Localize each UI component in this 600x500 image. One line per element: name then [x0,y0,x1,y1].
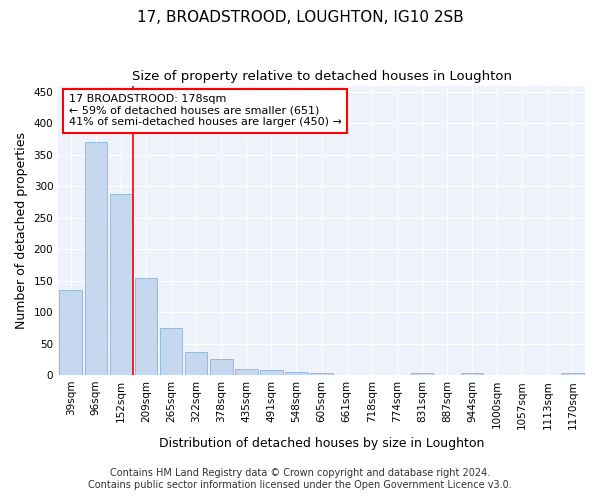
Bar [160,328,182,375]
Y-axis label: Number of detached properties: Number of detached properties [15,132,28,329]
X-axis label: Distribution of detached houses by size in Loughton: Distribution of detached houses by size … [159,437,484,450]
Bar [110,194,132,375]
Bar [410,373,433,375]
Bar [285,372,308,375]
Title: Size of property relative to detached houses in Loughton: Size of property relative to detached ho… [131,70,512,83]
Bar [59,290,82,375]
Bar [260,370,283,375]
Bar [461,373,484,375]
Text: 17 BROADSTROOD: 178sqm
← 59% of detached houses are smaller (651)
41% of semi-de: 17 BROADSTROOD: 178sqm ← 59% of detached… [69,94,341,128]
Text: Contains HM Land Registry data © Crown copyright and database right 2024.
Contai: Contains HM Land Registry data © Crown c… [88,468,512,490]
Bar [134,278,157,375]
Bar [561,373,584,375]
Bar [235,369,257,375]
Text: 17, BROADSTROOD, LOUGHTON, IG10 2SB: 17, BROADSTROOD, LOUGHTON, IG10 2SB [137,10,463,25]
Bar [85,142,107,375]
Bar [210,360,233,375]
Bar [310,372,333,375]
Bar [185,352,208,375]
